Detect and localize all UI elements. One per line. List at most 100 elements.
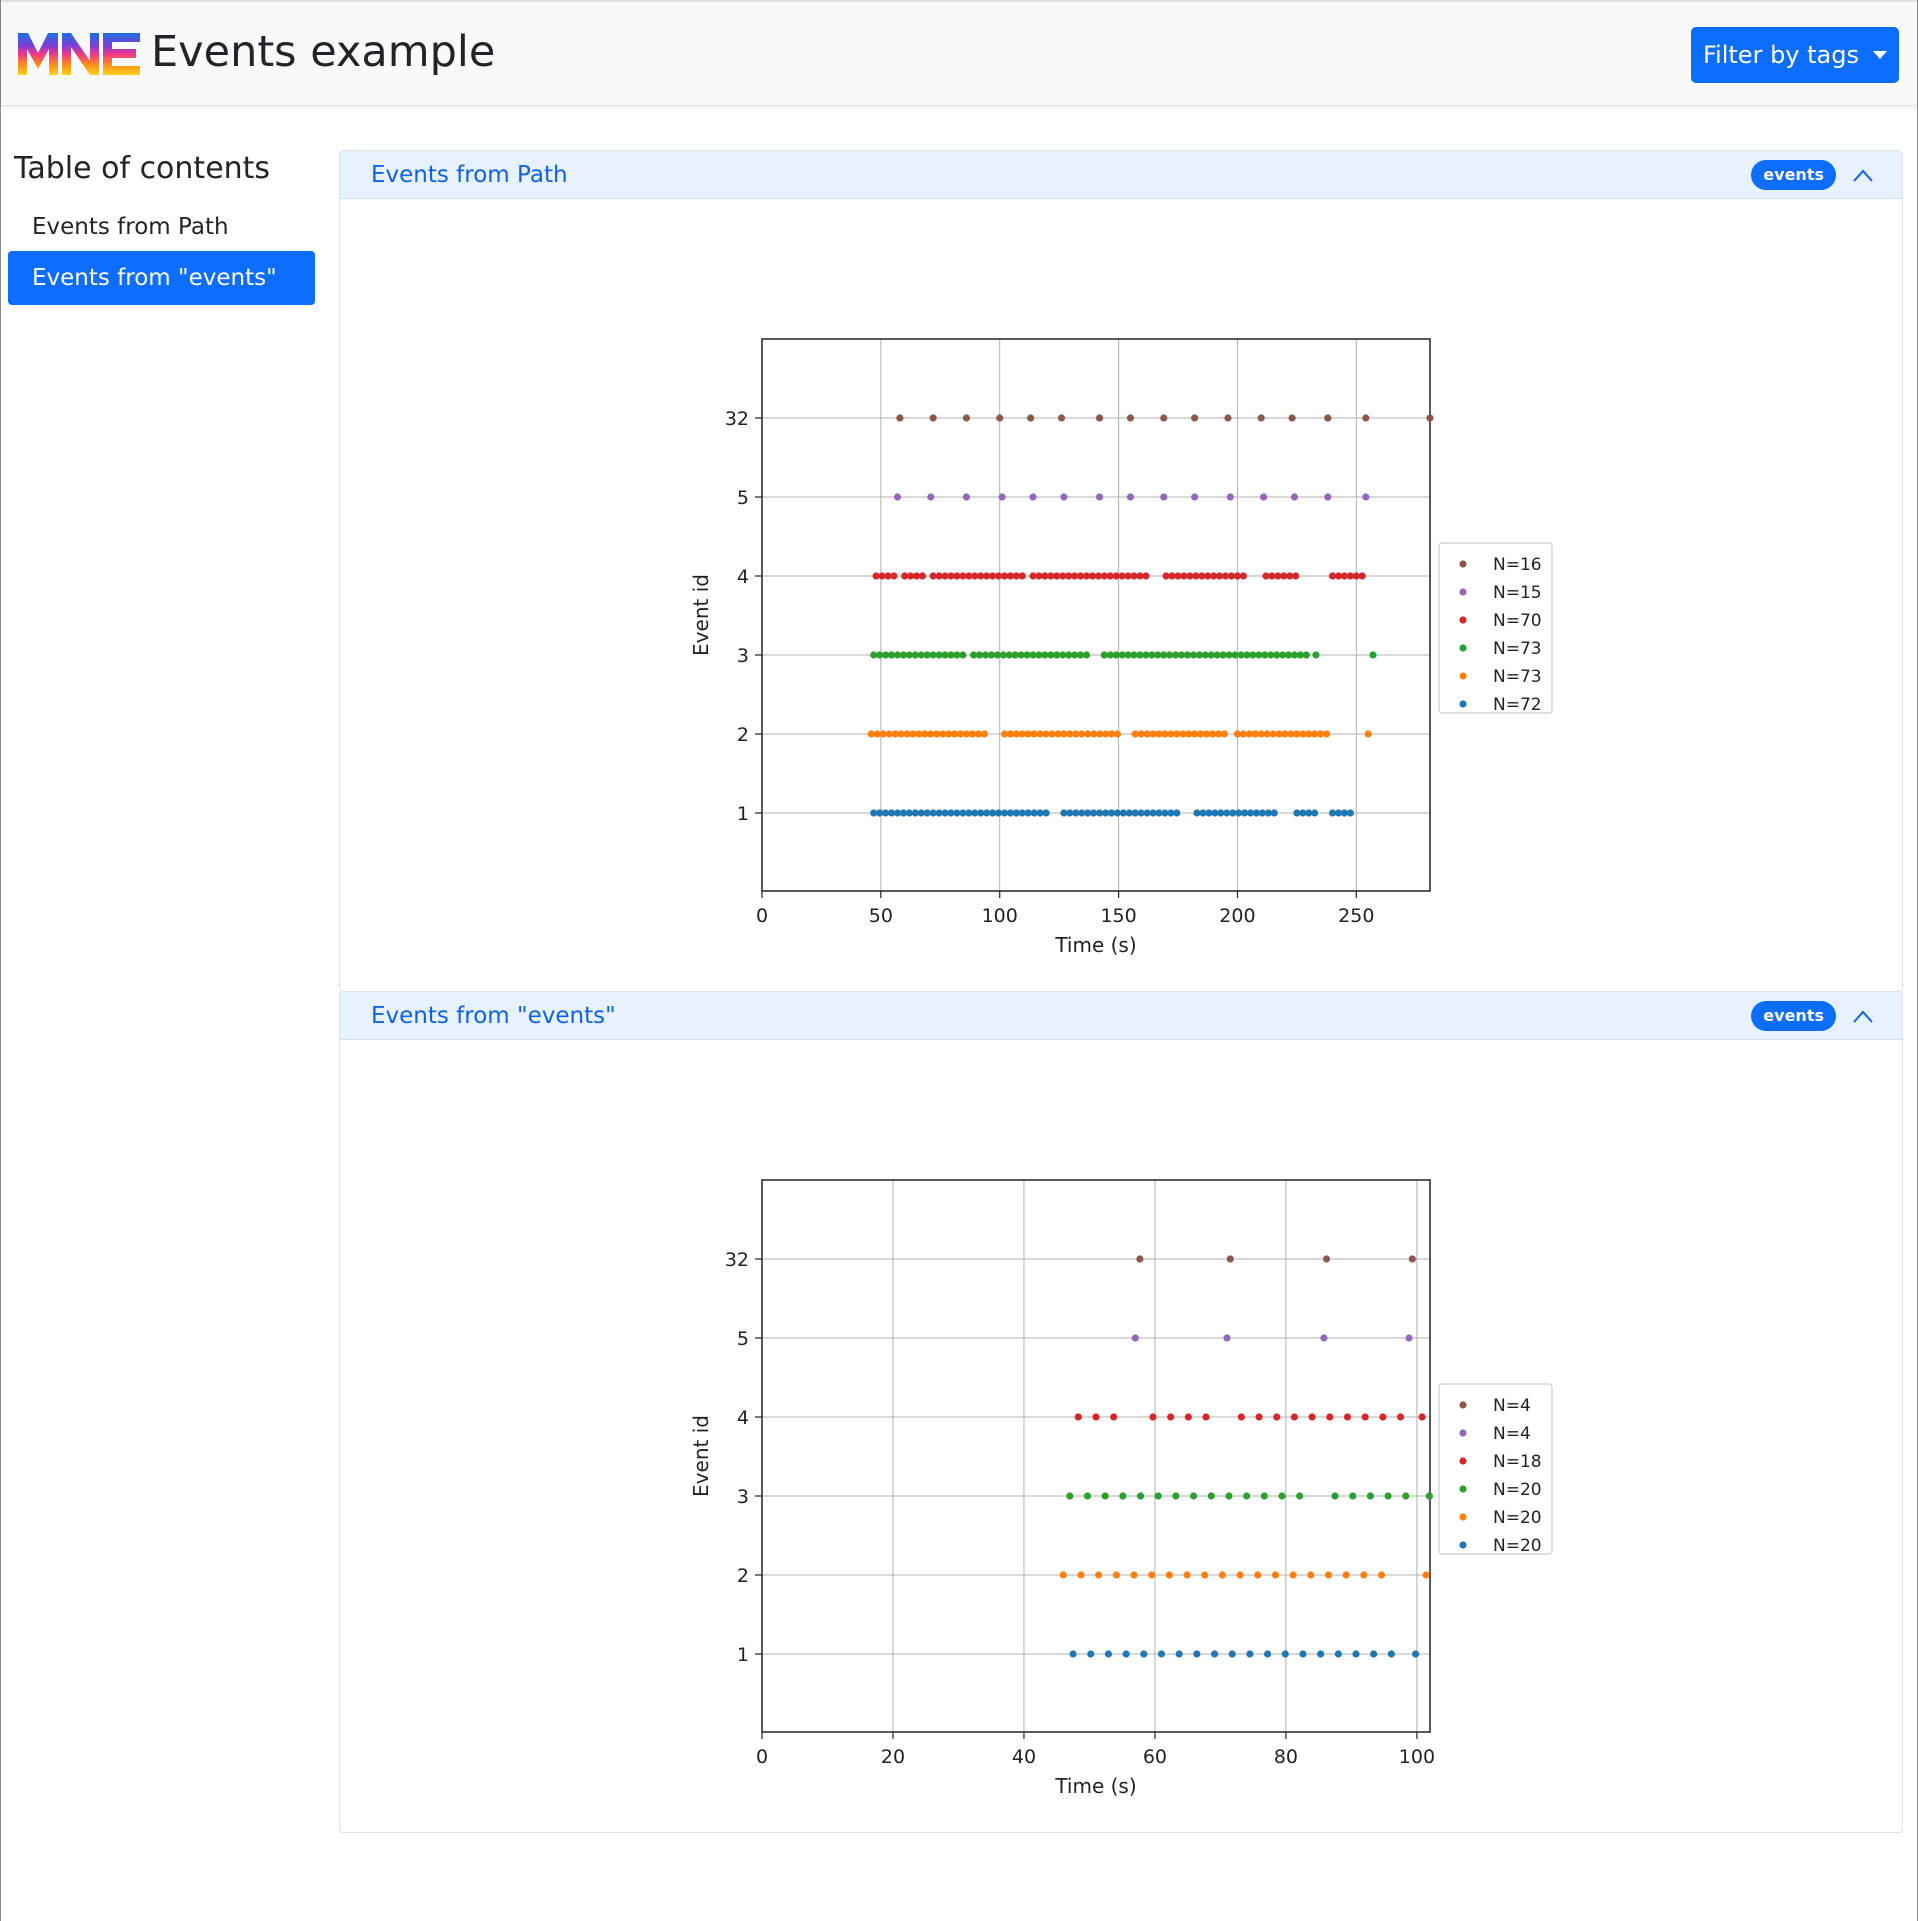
data-point	[1126, 493, 1135, 501]
data-point	[1183, 1571, 1191, 1579]
data-point	[1053, 651, 1061, 659]
data-point	[1136, 572, 1144, 580]
data-point	[1346, 809, 1354, 817]
data-point	[1360, 1571, 1368, 1579]
data-point	[1278, 1492, 1286, 1500]
data-point	[1095, 493, 1104, 501]
legend-box	[1438, 1383, 1553, 1555]
tag-badge[interactable]: events	[1751, 160, 1836, 190]
data-point	[1066, 730, 1074, 738]
data-point	[1281, 730, 1289, 738]
data-point	[1243, 1492, 1251, 1500]
chevron-up-icon[interactable]	[1852, 165, 1874, 187]
data-point	[1173, 809, 1181, 817]
data-point	[1175, 1650, 1183, 1658]
data-point	[959, 651, 967, 659]
data-point	[1041, 572, 1049, 580]
data-point	[933, 730, 941, 738]
data-point	[1235, 809, 1243, 817]
data-point	[1226, 1255, 1234, 1263]
data-point	[993, 651, 1001, 659]
data-point	[1257, 730, 1265, 738]
data-point	[1036, 730, 1044, 738]
data-point	[1231, 651, 1239, 659]
data-point	[1281, 1650, 1289, 1658]
data-point	[876, 809, 884, 817]
data-point	[1219, 651, 1227, 659]
data-point	[1245, 730, 1253, 738]
data-point	[1101, 809, 1110, 817]
data-point	[899, 651, 908, 659]
section-header-path[interactable]: Events from Path events	[340, 151, 1902, 199]
y-tick-label: 3	[737, 645, 749, 667]
data-point	[999, 651, 1007, 659]
data-point	[1184, 1413, 1192, 1421]
data-point	[1090, 809, 1098, 817]
data-point	[945, 730, 953, 738]
legend-label: N=15	[1493, 583, 1542, 603]
data-point	[1205, 809, 1213, 817]
legend-label: N=73	[1493, 639, 1542, 659]
chevron-up-icon[interactable]	[1852, 1006, 1874, 1028]
data-point	[1331, 1492, 1339, 1500]
data-point	[1366, 1492, 1375, 1500]
data-point	[911, 809, 919, 817]
data-point	[1249, 651, 1257, 659]
data-point	[947, 809, 955, 817]
x-tick-label: 40	[1012, 1746, 1036, 1768]
section-title-events[interactable]: Events from "events"	[371, 1003, 616, 1029]
data-point	[1142, 651, 1150, 659]
data-point	[1110, 1413, 1118, 1421]
data-point	[1261, 651, 1269, 659]
data-point	[1299, 1650, 1307, 1658]
section-title-path[interactable]: Events from Path	[371, 162, 568, 188]
data-point	[929, 809, 937, 817]
data-point	[965, 809, 973, 817]
data-point	[1361, 1413, 1369, 1421]
data-point	[917, 809, 925, 817]
data-point	[1173, 730, 1181, 738]
data-point	[965, 572, 973, 580]
page-title: Events example	[151, 27, 496, 77]
data-point	[1130, 572, 1138, 580]
data-point	[911, 651, 919, 659]
data-point	[1119, 809, 1127, 817]
section-header-events[interactable]: Events from "events" events	[340, 992, 1902, 1040]
data-point	[1236, 1571, 1244, 1579]
data-point	[1224, 414, 1232, 422]
data-point	[1264, 809, 1272, 817]
data-point	[1346, 572, 1354, 580]
data-point	[1112, 572, 1120, 580]
data-point	[1340, 809, 1349, 817]
data-point	[1201, 651, 1209, 659]
data-point	[1088, 572, 1097, 580]
data-point	[1166, 651, 1174, 659]
tag-badge[interactable]: events	[1751, 1001, 1836, 1031]
data-point	[971, 809, 979, 817]
data-point	[901, 572, 909, 580]
toc-item-events-from-events[interactable]: Events from "events"	[8, 251, 315, 305]
data-point	[893, 493, 902, 501]
x-axis-label: Time (s)	[1054, 933, 1136, 957]
toc-heading: Table of contents	[14, 151, 271, 186]
filter-by-tags-label: Filter by tags	[1703, 41, 1859, 69]
x-tick-label: 100	[1399, 1746, 1435, 1768]
data-point	[1211, 809, 1219, 817]
data-point	[1299, 730, 1307, 738]
legend-marker	[1459, 588, 1467, 596]
data-point	[1107, 809, 1116, 817]
data-point	[1000, 809, 1009, 817]
data-point	[870, 809, 878, 817]
data-point	[1210, 1650, 1219, 1658]
data-point	[981, 651, 990, 659]
data-point	[1320, 1334, 1328, 1342]
data-point	[1012, 809, 1020, 817]
data-point	[1035, 572, 1043, 580]
data-point	[1402, 1492, 1410, 1500]
data-point	[1017, 651, 1025, 659]
data-point	[1255, 1413, 1263, 1421]
data-point	[1160, 414, 1168, 422]
filter-by-tags-button[interactable]: Filter by tags	[1691, 27, 1899, 83]
data-point	[941, 809, 949, 817]
toc-item-events-from-path[interactable]: Events from Path	[32, 214, 229, 240]
